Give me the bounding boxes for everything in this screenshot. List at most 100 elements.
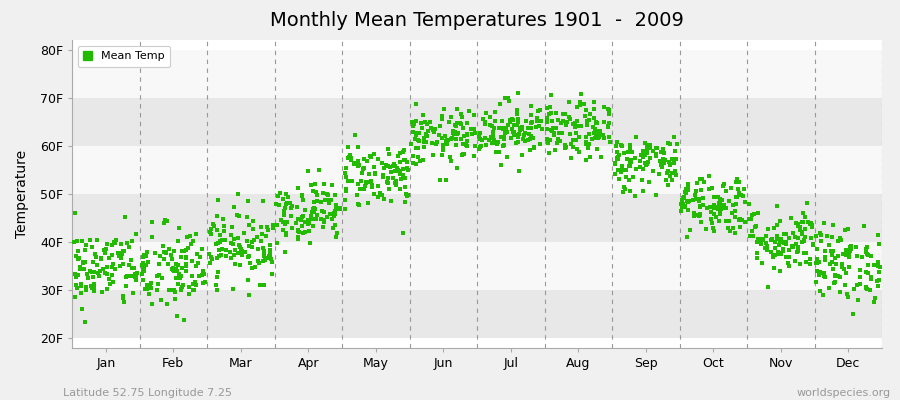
- Point: [445, 134, 459, 141]
- Point: [695, 176, 709, 182]
- Point: [86, 284, 100, 291]
- Point: [569, 137, 583, 143]
- Point: [320, 197, 335, 203]
- Point: [168, 288, 183, 295]
- Point: [158, 249, 173, 255]
- Point: [314, 216, 328, 222]
- Point: [76, 259, 91, 266]
- Point: [495, 125, 509, 132]
- Point: [804, 220, 818, 226]
- Point: [722, 218, 736, 224]
- Point: [804, 235, 818, 242]
- Point: [649, 151, 663, 157]
- Point: [796, 218, 810, 225]
- Point: [256, 253, 271, 259]
- Point: [435, 134, 449, 141]
- Point: [813, 268, 827, 275]
- Point: [380, 178, 394, 185]
- Point: [291, 216, 305, 222]
- Point: [458, 142, 473, 148]
- Point: [729, 179, 743, 185]
- Point: [446, 131, 461, 138]
- Point: [421, 128, 436, 134]
- Point: [152, 272, 166, 278]
- Point: [772, 267, 787, 274]
- Point: [188, 279, 202, 285]
- Point: [766, 254, 780, 260]
- Point: [711, 218, 725, 224]
- Point: [340, 178, 355, 184]
- Point: [103, 281, 117, 287]
- Point: [79, 284, 94, 290]
- Point: [449, 164, 464, 171]
- Point: [777, 246, 791, 252]
- Point: [826, 222, 841, 228]
- Point: [464, 126, 478, 132]
- Point: [179, 254, 194, 261]
- Point: [487, 137, 501, 143]
- Point: [539, 105, 554, 112]
- Point: [831, 252, 845, 259]
- Point: [233, 244, 248, 250]
- Point: [410, 130, 424, 136]
- Point: [409, 101, 423, 107]
- Point: [493, 101, 508, 107]
- Point: [827, 254, 842, 261]
- Point: [305, 209, 320, 216]
- Point: [399, 191, 413, 197]
- Point: [460, 132, 474, 139]
- Point: [849, 244, 863, 250]
- Point: [572, 149, 586, 155]
- Point: [71, 248, 86, 255]
- Point: [248, 264, 263, 270]
- Point: [715, 205, 729, 212]
- Point: [291, 184, 305, 191]
- Point: [212, 239, 227, 246]
- Point: [806, 241, 820, 248]
- Point: [303, 182, 318, 188]
- Point: [623, 161, 637, 167]
- Point: [105, 279, 120, 285]
- Point: [800, 200, 814, 206]
- Point: [112, 253, 126, 259]
- Point: [338, 188, 353, 194]
- Point: [269, 200, 284, 207]
- Point: [593, 128, 608, 134]
- Point: [202, 251, 217, 258]
- Point: [838, 282, 852, 288]
- Point: [634, 152, 648, 159]
- Point: [810, 260, 824, 267]
- Point: [400, 193, 415, 199]
- Point: [68, 294, 83, 300]
- Point: [191, 260, 205, 266]
- Point: [552, 130, 566, 136]
- Point: [235, 250, 249, 256]
- Point: [155, 275, 169, 282]
- Point: [418, 139, 432, 146]
- Point: [104, 263, 119, 270]
- Point: [387, 163, 401, 170]
- Point: [649, 152, 663, 159]
- Point: [140, 249, 154, 256]
- Point: [397, 199, 411, 206]
- Point: [171, 281, 185, 288]
- Point: [723, 228, 737, 234]
- Point: [298, 228, 312, 235]
- Point: [376, 174, 391, 180]
- Point: [691, 213, 706, 219]
- Point: [824, 258, 839, 265]
- Point: [773, 218, 788, 224]
- Point: [545, 125, 560, 131]
- Point: [276, 196, 291, 202]
- Point: [735, 217, 750, 224]
- Point: [438, 177, 453, 184]
- Point: [408, 136, 422, 142]
- Point: [713, 201, 727, 207]
- Point: [795, 219, 809, 226]
- Point: [636, 152, 651, 158]
- Point: [176, 264, 190, 271]
- Point: [573, 122, 588, 129]
- Point: [85, 244, 99, 251]
- Point: [419, 132, 434, 139]
- Point: [500, 154, 514, 160]
